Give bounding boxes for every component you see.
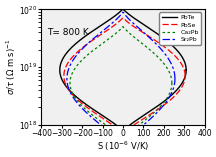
PbSe xyxy=(102,117,104,119)
Ca₂Pb xyxy=(93,49,96,50)
Line: PbTe: PbTe xyxy=(60,9,186,131)
PbSe xyxy=(122,17,124,19)
PbTe xyxy=(87,33,90,35)
Sr₂Pb xyxy=(122,144,124,146)
Ca₂Pb xyxy=(121,138,123,140)
Sr₂Pb xyxy=(103,127,105,128)
Ca₂Pb xyxy=(171,82,173,84)
Ca₂Pb xyxy=(122,26,124,28)
PbTe xyxy=(100,114,102,116)
Legend: PbTe, PbSe, Ca₂Pb, Sr₂Pb: PbTe, PbSe, Ca₂Pb, Sr₂Pb xyxy=(159,13,201,45)
PbSe xyxy=(90,41,92,42)
PbSe xyxy=(147,35,150,37)
PbTe xyxy=(113,16,115,17)
PbTe xyxy=(185,69,187,71)
PbSe xyxy=(122,133,124,135)
PbTe xyxy=(185,69,187,71)
Sr₂Pb xyxy=(91,38,94,40)
PbSe xyxy=(121,132,123,134)
Ca₂Pb xyxy=(115,32,117,34)
PbTe xyxy=(121,129,123,131)
Sr₂Pb xyxy=(121,143,123,145)
PbTe xyxy=(122,8,124,10)
PbSe xyxy=(121,132,124,134)
Sr₂Pb xyxy=(122,11,124,13)
Y-axis label: $\sigma/\tau$ ($\Omega$ m s)$^{-1}$: $\sigma/\tau$ ($\Omega$ m s)$^{-1}$ xyxy=(4,39,17,95)
Sr₂Pb xyxy=(121,144,124,146)
Sr₂Pb xyxy=(174,78,176,80)
Sr₂Pb xyxy=(143,32,146,34)
Line: Ca₂Pb: Ca₂Pb xyxy=(70,27,172,139)
Ca₂Pb xyxy=(121,138,124,140)
Line: Sr₂Pb: Sr₂Pb xyxy=(67,12,175,145)
PbSe xyxy=(184,75,186,77)
Ca₂Pb xyxy=(104,124,106,125)
Ca₂Pb xyxy=(171,82,173,84)
PbSe xyxy=(114,24,116,26)
Sr₂Pb xyxy=(174,78,176,80)
Text: T= 800 K: T= 800 K xyxy=(48,28,89,37)
PbTe xyxy=(122,130,124,132)
Ca₂Pb xyxy=(142,43,145,45)
Ca₂Pb xyxy=(122,138,124,140)
PbTe xyxy=(121,129,123,131)
PbTe xyxy=(148,27,151,29)
PbSe xyxy=(184,75,186,77)
Sr₂Pb xyxy=(114,19,117,21)
Line: PbSe: PbSe xyxy=(64,18,185,134)
X-axis label: S (10$^{-6}$ V/K): S (10$^{-6}$ V/K) xyxy=(97,139,149,153)
